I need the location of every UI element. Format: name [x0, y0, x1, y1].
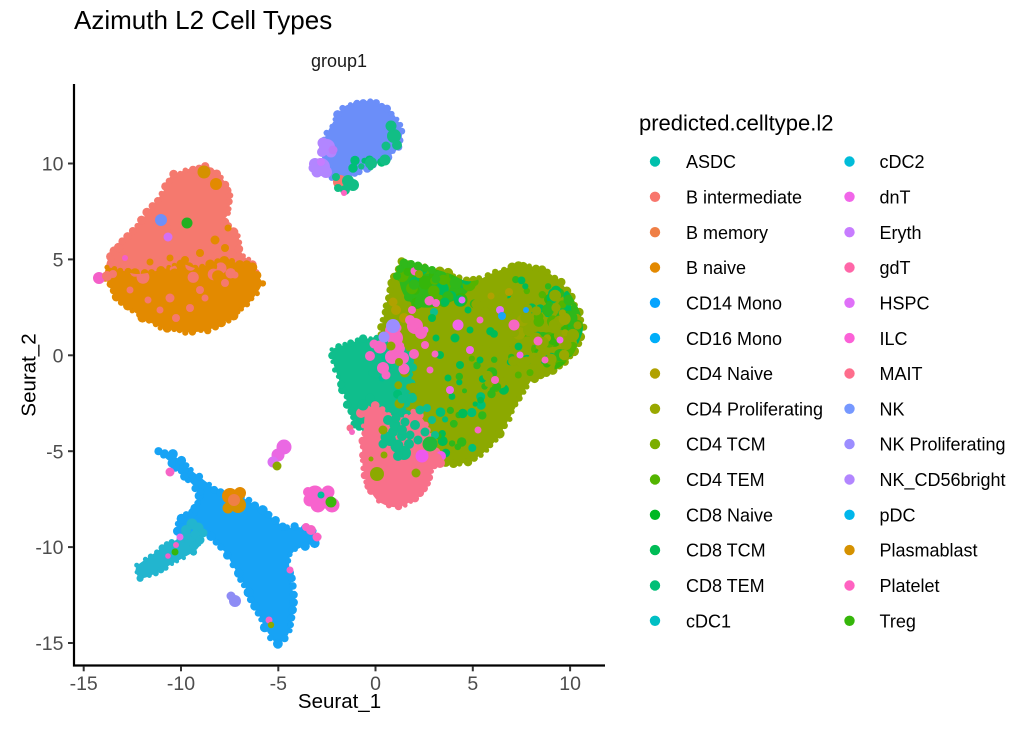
svg-text:CD4 Proliferating: CD4 Proliferating: [686, 399, 823, 419]
svg-text:CD14 Mono: CD14 Mono: [686, 293, 782, 313]
svg-text:NK_CD56bright: NK_CD56bright: [880, 470, 1006, 491]
svg-text:Seurat_1: Seurat_1: [298, 690, 381, 713]
svg-text:CD8 TCM: CD8 TCM: [686, 541, 766, 561]
svg-text:NK Proliferating: NK Proliferating: [880, 435, 1006, 455]
svg-text:MAIT: MAIT: [880, 364, 923, 384]
svg-text:pDC: pDC: [880, 505, 916, 525]
svg-text:NK: NK: [880, 399, 905, 419]
svg-text:ILC: ILC: [880, 329, 908, 349]
svg-text:Platelet: Platelet: [880, 576, 940, 596]
svg-text:HSPC: HSPC: [880, 293, 930, 313]
svg-text:group1: group1: [311, 51, 367, 71]
svg-text:-15: -15: [35, 633, 63, 655]
svg-text:ASDC: ASDC: [686, 152, 736, 172]
svg-text:B memory: B memory: [686, 223, 768, 243]
svg-text:Seurat_2: Seurat_2: [18, 333, 41, 416]
svg-text:cDC1: cDC1: [686, 611, 731, 631]
svg-text:CD8 Naive: CD8 Naive: [686, 505, 773, 525]
svg-text:CD4 TCM: CD4 TCM: [686, 435, 766, 455]
svg-text:gdT: gdT: [880, 258, 911, 278]
svg-text:0: 0: [53, 345, 64, 367]
svg-text:B naive: B naive: [686, 258, 746, 278]
svg-text:Eryth: Eryth: [880, 223, 922, 243]
svg-text:predicted.celltype.l2: predicted.celltype.l2: [639, 111, 833, 136]
svg-text:0: 0: [370, 673, 381, 695]
svg-text:10: 10: [42, 154, 64, 176]
svg-text:CD4 Naive: CD4 Naive: [686, 364, 773, 384]
svg-text:-5: -5: [270, 673, 287, 695]
svg-text:5: 5: [467, 673, 478, 695]
svg-text:CD8 TEM: CD8 TEM: [686, 576, 765, 596]
svg-text:cDC2: cDC2: [880, 152, 925, 172]
svg-text:CD16 Mono: CD16 Mono: [686, 329, 782, 349]
svg-text:10: 10: [559, 673, 581, 695]
svg-text:dnT: dnT: [880, 187, 911, 207]
svg-text:Treg: Treg: [880, 611, 916, 631]
svg-text:-10: -10: [35, 537, 63, 559]
svg-text:5: 5: [53, 250, 64, 272]
svg-text:-15: -15: [70, 673, 98, 695]
svg-text:Azimuth L2 Cell Types: Azimuth L2 Cell Types: [74, 5, 332, 35]
svg-text:-10: -10: [167, 673, 195, 695]
svg-text:CD4 TEM: CD4 TEM: [686, 470, 765, 490]
svg-text:Plasmablast: Plasmablast: [880, 541, 978, 561]
svg-text:B intermediate: B intermediate: [686, 187, 802, 207]
svg-text:-5: -5: [46, 441, 63, 463]
